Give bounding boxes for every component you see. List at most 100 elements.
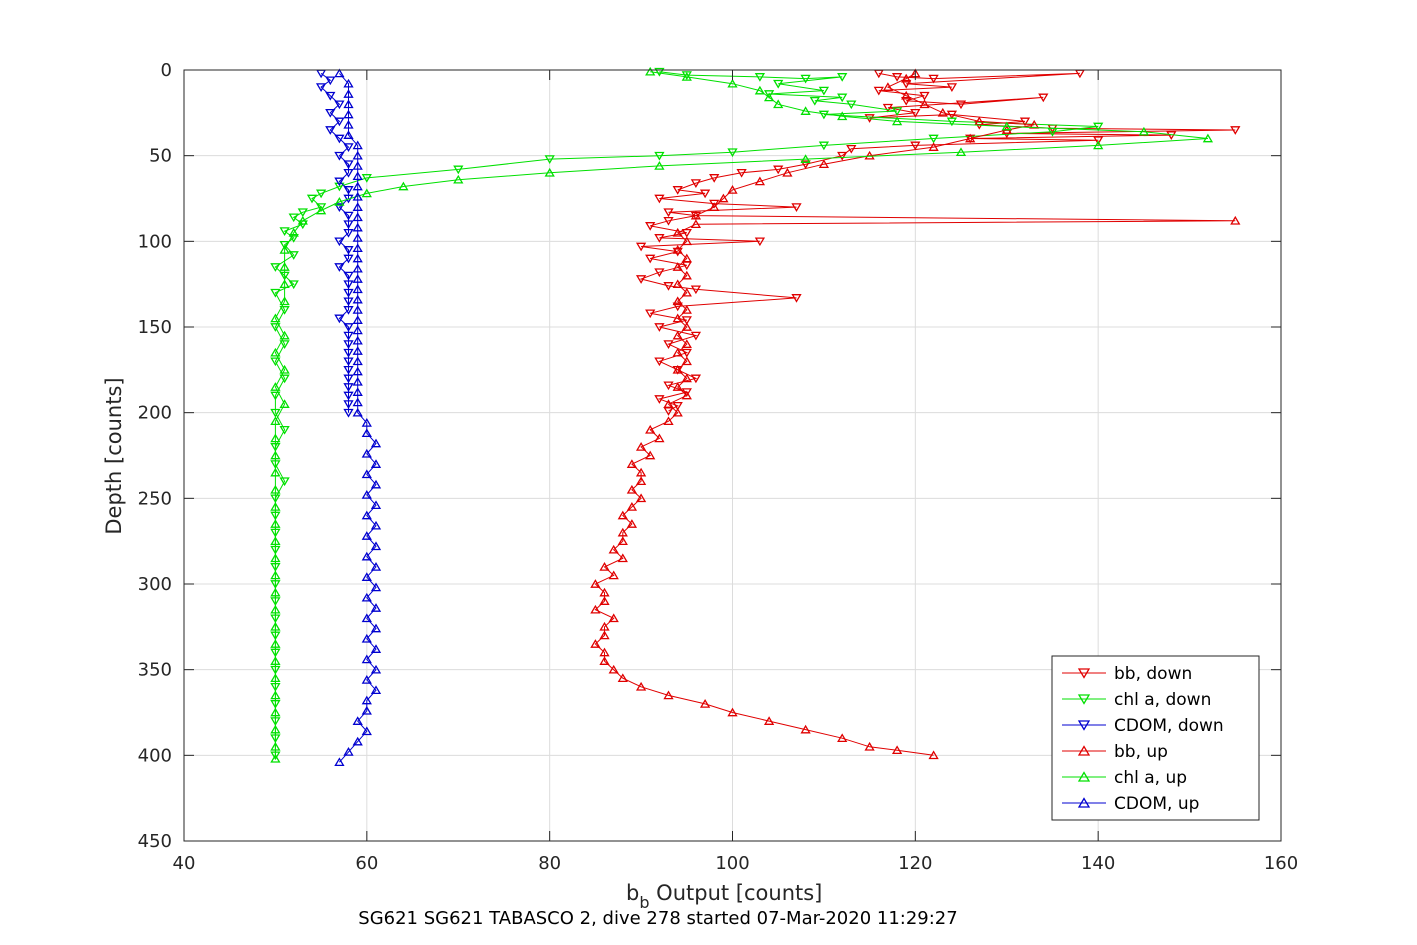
data-point-bb-up — [599, 656, 610, 665]
data-point-bb-up — [663, 399, 674, 408]
data-point-bb-down — [882, 103, 894, 113]
data-point-cdom-up — [352, 212, 363, 222]
data-point-cdom-down — [334, 117, 345, 127]
data-point-cdom-down — [334, 100, 345, 110]
data-point-bb-up — [672, 313, 683, 323]
data-point-cdom-up — [352, 376, 363, 386]
data-point-chl-a-down — [837, 93, 848, 103]
data-point-bb-up — [672, 245, 683, 254]
data-point-bb-up — [654, 433, 665, 443]
data-point-bb-up — [672, 382, 683, 391]
data-point-cdom-up — [370, 623, 382, 633]
data-point-chl-a-up — [279, 364, 290, 374]
data-point-chl-a-down — [773, 79, 784, 89]
data-point-chl-a-down — [654, 151, 665, 161]
data-point-cdom-up — [352, 294, 363, 304]
data-point-cdom-up — [352, 161, 363, 170]
data-point-chl-a-up — [800, 106, 811, 115]
data-point-cdom-down — [334, 177, 345, 187]
data-point-chl-a-up — [270, 639, 281, 648]
data-point-chl-a-down — [288, 251, 299, 260]
data-point-cdom-up — [343, 78, 354, 88]
data-point-bb-up — [672, 364, 683, 374]
data-point-chl-a-up — [270, 604, 281, 614]
data-point-chl-a-down — [288, 280, 299, 290]
data-point-cdom-up — [352, 140, 363, 150]
data-point-bb-up — [590, 579, 601, 588]
data-point-cdom-down — [343, 143, 354, 152]
data-point-bb-down — [955, 100, 967, 110]
y-tick-label: 300 — [138, 574, 172, 595]
data-point-cdom-up — [343, 109, 354, 119]
data-point-cdom-up — [361, 726, 372, 736]
data-point-bb-down — [699, 189, 711, 199]
data-point-chl-a-up — [270, 416, 281, 426]
data-point-bb-up — [626, 459, 638, 468]
data-point-bb-up — [818, 159, 830, 169]
data-point-bb-down — [681, 348, 692, 358]
data-point-bb-down — [690, 285, 702, 295]
data-point-cdom-down — [334, 237, 345, 247]
data-point-cdom-down — [334, 151, 345, 161]
data-point-chl-a-down — [279, 227, 290, 236]
data-point-cdom-down — [343, 228, 354, 238]
data-point-cdom-up — [370, 438, 382, 448]
legend-marker-chl-a-up — [1077, 771, 1091, 782]
data-point-bb-up — [800, 724, 811, 734]
data-point-bb-down — [773, 165, 784, 175]
data-point-chl-a-up — [270, 382, 281, 391]
series-line-chl-a-up — [274, 71, 1208, 759]
data-point-chl-a-down — [361, 174, 372, 183]
data-point-bb-up — [919, 99, 930, 109]
data-point-cdom-down — [343, 331, 354, 341]
legend-marker-bb-down — [1077, 668, 1091, 679]
data-point-chl-a-down — [763, 90, 775, 99]
data-point-bb-down — [635, 275, 647, 284]
data-point-chl-a-up — [270, 570, 281, 580]
legend-label-bb-down: bb, down — [1114, 664, 1192, 684]
data-point-cdom-down — [334, 314, 345, 324]
data-point-chl-a-down — [297, 208, 308, 218]
y-tick-label: 350 — [138, 660, 172, 681]
data-point-bb-down — [754, 237, 766, 247]
data-point-chl-a-down — [270, 288, 281, 298]
data-point-chl-a-up — [773, 99, 784, 109]
data-point-cdom-down — [343, 211, 354, 221]
data-point-chl-a-down — [334, 182, 345, 192]
data-point-cdom-up — [361, 592, 372, 602]
data-point-bb-down — [946, 83, 958, 92]
data-point-bb-up — [681, 236, 692, 246]
x-axis-label-subscript: b — [639, 893, 649, 912]
series-line-bb-up — [594, 72, 1236, 756]
data-point-chl-a-down — [727, 148, 738, 158]
data-point-bb-up — [608, 570, 619, 580]
data-point-bb-up — [681, 339, 692, 348]
data-point-cdom-up — [352, 315, 363, 324]
data-point-cdom-down — [343, 374, 354, 384]
data-point-bb-up — [864, 741, 875, 751]
data-point-bb-up — [608, 613, 619, 623]
data-point-cdom-up — [352, 335, 363, 345]
data-point-bb-down — [690, 331, 702, 341]
data-point-bb-up — [718, 193, 729, 203]
data-point-cdom-down — [325, 76, 336, 86]
data-point-chl-a-down — [288, 213, 299, 223]
data-point-chl-a-up — [270, 502, 281, 511]
data-point-chl-a-up — [270, 621, 281, 631]
y-tick-label: 400 — [138, 745, 172, 766]
data-point-bb-up — [754, 176, 766, 186]
data-point-chl-a-up — [270, 536, 281, 546]
y-tick-label: 50 — [149, 146, 172, 167]
data-point-cdom-down — [343, 348, 354, 358]
data-point-bb-up — [635, 493, 647, 503]
legend-marker-chl-a-down — [1077, 694, 1091, 705]
data-point-chl-a-up — [297, 215, 308, 225]
data-point-cdom-up — [343, 89, 354, 98]
x-tick-label: 80 — [538, 853, 561, 874]
data-point-chl-a-up — [279, 330, 290, 340]
data-point-chl-a-up — [270, 673, 281, 683]
data-point-cdom-down — [343, 220, 354, 230]
data-point-cdom-down — [343, 186, 354, 195]
data-point-cdom-up — [352, 274, 363, 283]
data-point-bb-up — [901, 73, 912, 83]
